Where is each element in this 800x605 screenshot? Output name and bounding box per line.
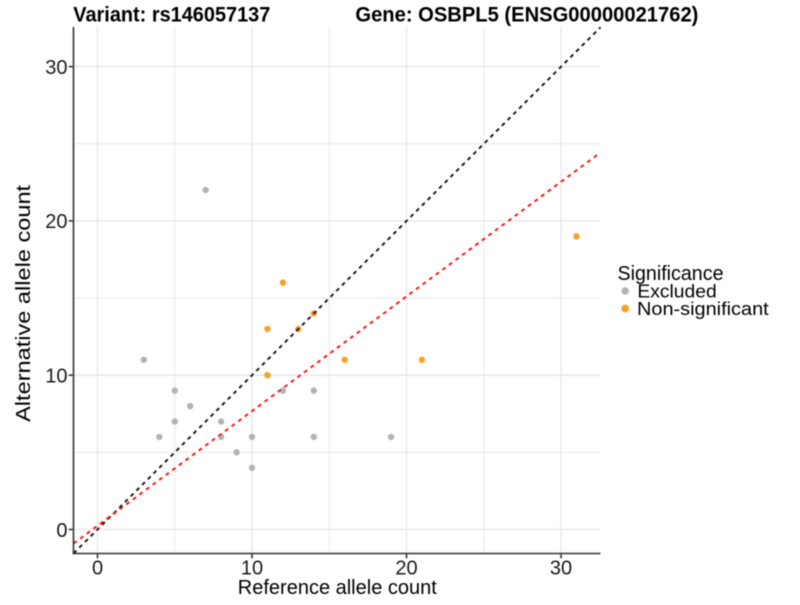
svg-text:30: 30 — [550, 557, 572, 579]
svg-text:0: 0 — [56, 520, 67, 542]
svg-text:10: 10 — [45, 366, 67, 388]
svg-text:10: 10 — [241, 557, 263, 579]
svg-text:Alternative allele count: Alternative allele count — [13, 184, 35, 422]
svg-text:20: 20 — [45, 211, 67, 233]
svg-text:Excluded: Excluded — [637, 281, 716, 301]
svg-text:Gene: OSBPL5 (ENSG00000021762): Gene: OSBPL5 (ENSG00000021762) — [355, 4, 698, 27]
svg-text:30: 30 — [45, 57, 67, 79]
svg-text:Significance: Significance — [618, 263, 724, 285]
svg-text:Reference allele count: Reference allele count — [238, 577, 437, 599]
svg-text:Non-significant: Non-significant — [637, 299, 769, 319]
svg-text:0: 0 — [92, 557, 103, 579]
svg-text:Variant: rs146057137: Variant: rs146057137 — [73, 4, 270, 27]
svg-text:20: 20 — [395, 557, 417, 579]
